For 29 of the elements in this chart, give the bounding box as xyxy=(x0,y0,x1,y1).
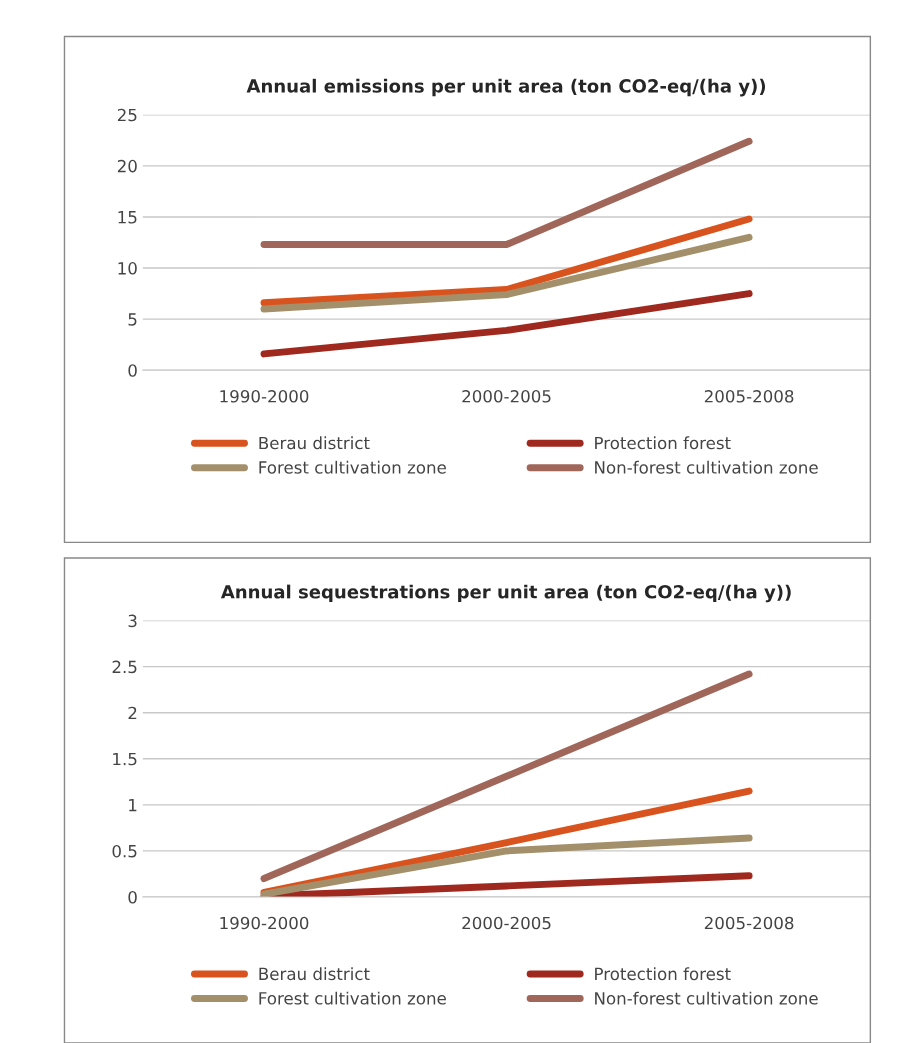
y-tick-label: 0.5 xyxy=(112,844,137,858)
legend-label: Non-forest cultivation zone xyxy=(595,460,818,474)
legend-label: Berau district xyxy=(259,436,370,450)
y-tick-label: 15 xyxy=(118,211,137,224)
x-tick-label: 1990-2000 xyxy=(220,916,309,930)
y-tick-label: 0 xyxy=(128,890,137,904)
legend-label: Berau district xyxy=(259,967,370,981)
legend-label: Forest cultivation zone xyxy=(259,460,446,474)
legend-label: Forest cultivation zone xyxy=(259,991,446,1005)
chart-title: Annual emissions per unit area (ton CO2-eq/(ha y)) xyxy=(246,78,766,97)
y-tick-label: 20 xyxy=(117,159,137,173)
y-tick-label: 0 xyxy=(128,364,137,377)
y-tick-label: 1.5 xyxy=(113,752,137,766)
legend-label: Protection forest xyxy=(595,967,731,981)
legend-label: Protection forest xyxy=(595,436,731,450)
y-tick-label: 3 xyxy=(128,614,137,628)
x-tick-label: 2000-2005 xyxy=(462,390,551,403)
x-tick-label: 2000-2005 xyxy=(462,916,551,930)
legend-label: Non-forest cultivation zone xyxy=(595,991,818,1005)
y-tick-label: 5 xyxy=(128,313,137,326)
y-tick-label: 10 xyxy=(118,262,137,275)
y-tick-label: 2 xyxy=(128,706,137,720)
y-tick-label: 2.5 xyxy=(112,660,137,674)
x-tick-label: 1990-2000 xyxy=(220,390,309,403)
x-tick-label: 2005-2008 xyxy=(704,916,794,930)
y-tick-label: 1 xyxy=(129,799,137,812)
x-tick-label: 2005-2008 xyxy=(704,390,794,403)
chart-title: Annual sequestrations per unit area (ton CO2-eq/(ha y)) xyxy=(220,584,791,603)
y-tick-label: 25 xyxy=(117,108,137,122)
